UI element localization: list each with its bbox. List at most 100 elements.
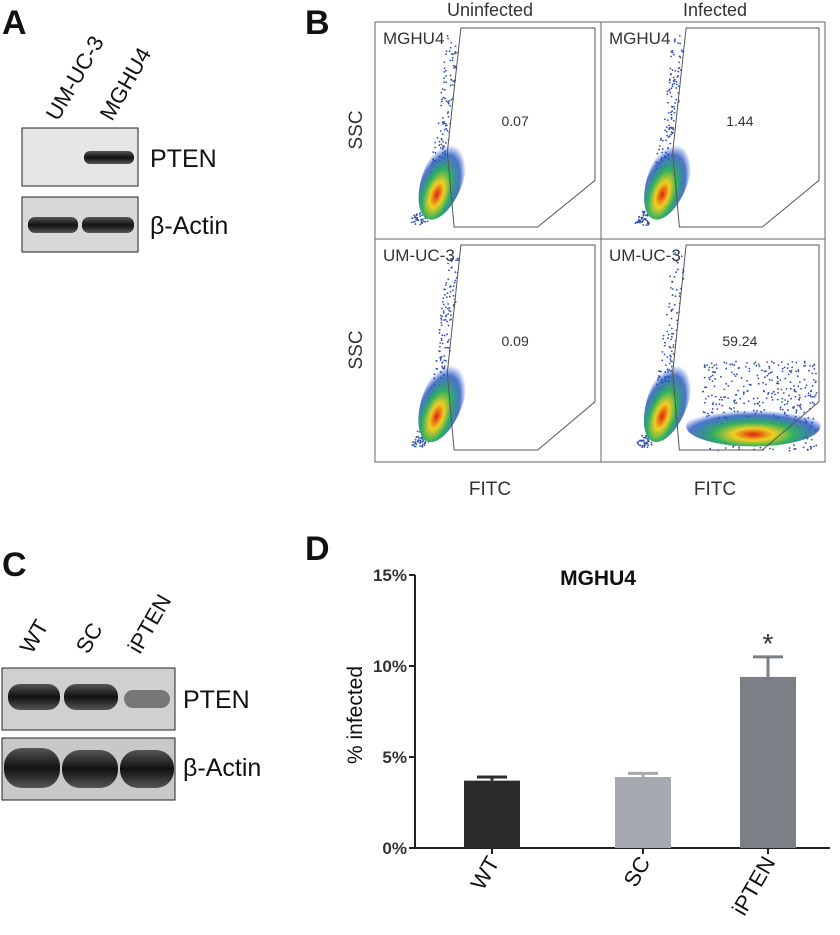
event-dot [438,332,441,334]
event-dot [442,303,445,306]
event-dot [439,314,442,317]
event-dot [420,221,423,224]
event-dot [749,384,752,386]
event-dot [798,396,801,399]
event-dot [444,88,446,91]
event-dot [671,51,674,54]
event-dot [803,378,806,381]
event-dot [674,251,677,254]
event-dot [445,81,448,84]
event-dot [738,446,740,449]
event-dot [447,37,450,40]
event-dot [668,135,671,138]
event-dot [415,443,418,446]
event-dot [734,394,737,397]
gate-value: 0.07 [501,113,528,129]
bar [464,780,520,848]
event-dot [664,341,666,344]
event-dot [716,367,718,370]
event-dot [802,446,805,449]
event-dot [445,124,448,127]
event-dot [636,221,638,223]
event-dot [799,406,802,408]
event-dot [768,378,771,381]
event-dot [748,367,751,370]
event-dot [667,136,670,139]
population [643,357,693,443]
event-dot [413,214,416,217]
event-dot [771,392,774,395]
event-dot [434,146,437,149]
event-dot [449,74,452,77]
event-dot [757,402,759,405]
event-dot [782,392,785,394]
event-dot [670,111,672,114]
event-dot [746,379,748,382]
y-tick-label: 5% [382,748,407,767]
event-dot [756,397,759,400]
event-dot [634,222,637,224]
event-dot [669,91,672,94]
event-dot [720,396,722,399]
event-dot [663,118,666,121]
event-dot [677,42,680,45]
event-dot [730,371,733,374]
chart: 0% 5% 10% 15% WT SC iPTEN * [373,566,830,920]
event-dot [715,363,718,366]
event-dot [638,216,640,219]
event-dot [443,288,446,291]
event-dot [416,440,419,443]
event-dot [673,82,676,85]
event-dot [453,66,455,69]
event-dot [789,381,792,384]
event-dot [671,106,674,108]
event-dot [769,371,772,374]
event-dot [674,102,677,104]
event-dot [669,358,672,361]
event-dot [413,220,415,223]
event-dot [781,397,784,400]
event-dot [416,430,419,433]
event-dot [809,364,811,367]
event-dot [804,386,807,389]
event-dot [452,53,454,56]
event-dot [725,362,728,365]
event-dot [753,403,756,405]
event-dot [445,53,447,56]
event-dot [794,396,797,398]
event-dot [712,371,714,373]
event-dot [743,402,745,405]
y-tick-label: 10% [373,657,407,676]
event-dot [793,390,796,392]
event-dot [809,445,812,448]
event-dot [637,440,640,443]
event-dot [457,259,459,262]
event-dot [785,387,788,390]
event-dot [642,214,645,217]
event-dot [788,370,791,373]
event-dot [675,87,678,89]
event-dot [415,214,418,217]
event-dot [807,392,810,395]
event-dot [443,71,446,73]
event-dot [415,218,418,221]
event-dot [443,334,446,337]
event-dot [666,134,669,137]
event-dot [438,140,441,143]
event-dot [761,369,763,372]
event-dot [725,367,728,370]
event-dot [661,350,664,353]
event-dot [420,445,423,447]
event-dot [637,443,640,446]
event-dot [650,441,653,444]
event-dot [440,319,443,321]
event-dot [780,361,783,363]
event-dot [414,438,417,441]
event-dot [443,67,446,70]
event-dot [754,361,757,364]
band [62,750,118,788]
event-dot [444,346,447,349]
lane-label: iPTEN [123,590,176,658]
event-dot [640,216,643,219]
y-tick-label: 15% [373,566,407,585]
